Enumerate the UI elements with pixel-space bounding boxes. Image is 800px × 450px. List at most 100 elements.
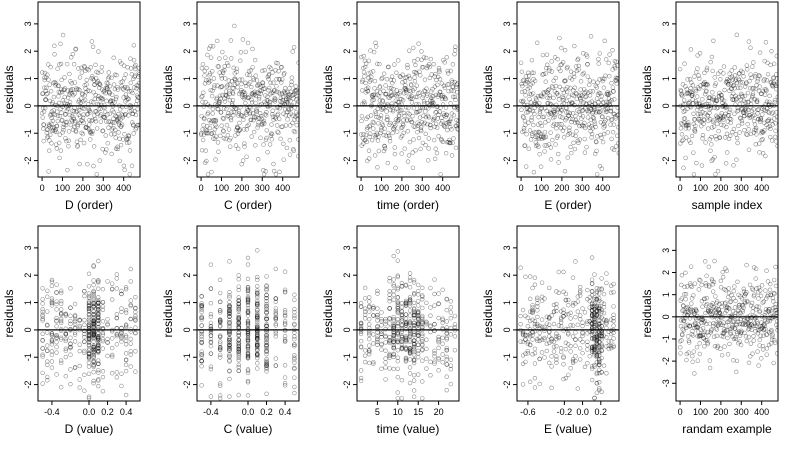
data-point [217,308,223,313]
data-point [412,78,418,84]
data-point [119,330,124,335]
data-point [391,297,396,302]
data-point [245,331,251,336]
data-point [251,129,257,135]
data-point [532,350,538,356]
data-point [743,318,748,324]
data-point [118,117,123,122]
data-point [442,60,447,65]
data-point [532,130,537,135]
data-point [708,95,713,100]
data-point [54,350,59,355]
data-point [535,297,540,302]
data-point [365,88,370,93]
data-point [554,357,559,362]
data-point [123,104,129,109]
data-point [136,65,140,71]
data-point [61,87,66,92]
data-point [91,354,96,359]
data-point [589,124,594,129]
data-point [73,46,79,51]
data-point [264,283,269,288]
y-tick-label: 3 [182,21,192,26]
data-point [359,113,365,119]
data-point [562,168,568,174]
data-point [597,367,602,373]
data-point [123,310,129,315]
data-point [245,348,251,354]
data-point [58,301,64,306]
data-point [264,295,269,301]
data-point [736,76,741,82]
data-point [236,325,241,330]
data-point [763,87,769,92]
data-point [773,128,778,134]
data-point [106,89,112,94]
data-point [234,66,239,71]
data-point [91,312,96,317]
data-point [432,322,437,327]
data-point [592,316,597,322]
data-point [268,91,273,97]
data-point [592,319,597,324]
data-point [527,296,533,302]
data-point [537,100,542,106]
data-point [98,106,103,111]
data-point [399,304,405,310]
data-point [123,286,129,292]
data-point [403,283,409,288]
data-point [555,107,560,113]
data-point [212,126,217,132]
data-point [706,264,712,270]
data-point [422,120,427,125]
data-point [688,89,693,94]
data-point [208,336,214,342]
data-point [242,91,248,96]
data-point [391,277,396,282]
data-point [436,338,441,343]
data-point [217,319,223,324]
data-point [683,323,688,328]
data-point [702,80,707,85]
data-point [690,101,696,106]
data-point [255,307,260,312]
data-point [267,85,272,91]
data-point [426,136,432,141]
data-point [422,89,428,94]
data-point [245,290,251,296]
data-point [765,294,770,299]
data-point [527,107,532,113]
data-point [249,100,255,105]
data-point [270,114,276,119]
data-point [714,306,719,311]
data-point [597,296,602,301]
data-point [554,336,559,342]
data-point [443,114,448,119]
data-point [403,345,409,350]
data-point [387,85,392,91]
data-point [760,151,766,156]
data-point [690,359,695,365]
data-point [764,346,770,351]
data-point [130,111,136,117]
data-point [610,129,616,135]
data-point [610,67,615,72]
data-point [234,127,239,133]
data-point [448,305,454,310]
data-point [282,269,288,274]
data-point [740,303,746,308]
data-point [86,396,92,401]
data-point [230,102,235,108]
data-point [693,123,698,129]
data-point [123,368,129,374]
data-point [420,319,425,324]
data-point [539,324,545,330]
data-point [597,163,603,169]
data-point [549,337,554,342]
data-point [227,348,232,353]
data-point [561,307,566,312]
data-point [687,324,692,329]
data-point [600,139,606,145]
data-point [203,99,208,105]
